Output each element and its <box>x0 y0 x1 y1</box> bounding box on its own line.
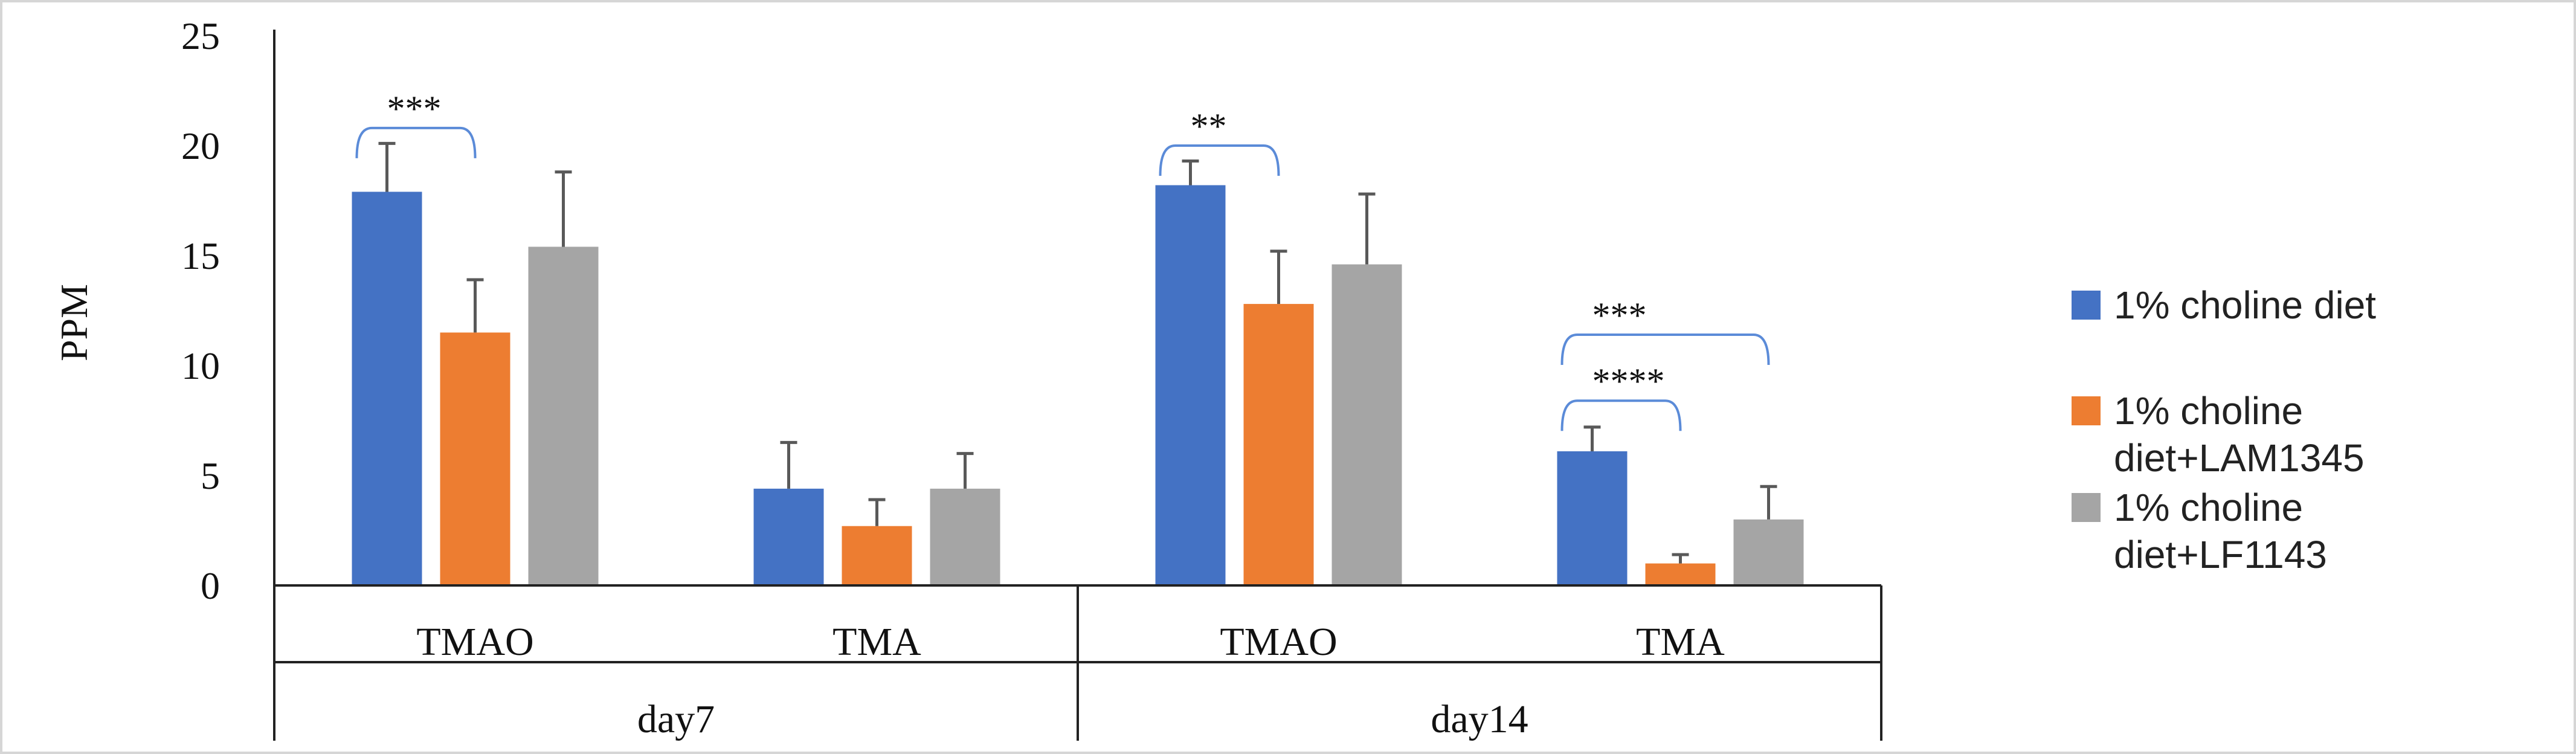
x-tick-label: TMA <box>1636 620 1725 664</box>
bar <box>352 192 422 585</box>
x-tick-label: TMAO <box>1220 620 1337 664</box>
x-group-label: day14 <box>1431 697 1528 741</box>
significance-bracket <box>1560 399 1682 431</box>
legend-swatch <box>2072 396 2101 425</box>
legend-label: 1% choline diet+LF1143 <box>2114 486 2327 576</box>
bar <box>753 488 824 585</box>
x-group-label: day7 <box>637 697 715 741</box>
legend-label-line: diet+LF1143 <box>2114 533 2327 576</box>
y-tick-label: 5 <box>201 454 220 497</box>
bar <box>1557 451 1628 585</box>
significance-label: ** <box>1191 106 1227 146</box>
legend-label-line: 1% choline <box>2114 486 2303 529</box>
significance-bracket <box>1159 144 1280 176</box>
error-bars-layer <box>378 141 1777 564</box>
significance-label: *** <box>1592 295 1647 335</box>
bar <box>528 246 599 585</box>
significance-label: **** <box>1592 361 1665 401</box>
y-tick-label: 25 <box>181 14 220 57</box>
x-tick-label: TMAO <box>416 620 533 664</box>
legend-label-line: 1% choline <box>2114 389 2303 433</box>
bar <box>1733 519 1804 585</box>
bar <box>1331 264 1402 585</box>
significance-label: *** <box>387 89 442 129</box>
bar <box>930 488 1000 585</box>
bar <box>440 332 510 585</box>
axes-layer: 0 5 10 15 20 25 TMAO TMA TMAO TMA day7 day14 <box>181 14 1882 741</box>
bar <box>1155 185 1226 585</box>
legend-swatch <box>2072 291 2101 320</box>
legend-label: 1% choline diet <box>2114 283 2376 327</box>
y-tick-label: 15 <box>181 234 220 277</box>
y-axis-title: PPM <box>53 284 95 361</box>
x-tick-label: TMA <box>832 620 921 664</box>
bars-layer <box>352 185 1804 585</box>
y-tick-label: 0 <box>201 564 220 607</box>
y-tick-label: 10 <box>181 344 220 387</box>
bar <box>1243 304 1314 585</box>
legend-label: 1% choline diet+LAM1345 <box>2114 389 2365 480</box>
bar <box>842 526 912 585</box>
legend-label-line: diet+LAM1345 <box>2114 436 2365 480</box>
annotations-layer: *** ********* <box>355 89 1770 431</box>
significance-bracket <box>1560 334 1770 366</box>
bar <box>1645 563 1716 585</box>
legend-swatch <box>2072 493 2101 522</box>
y-tick-label: 20 <box>181 124 220 167</box>
significance-bracket <box>355 126 477 158</box>
